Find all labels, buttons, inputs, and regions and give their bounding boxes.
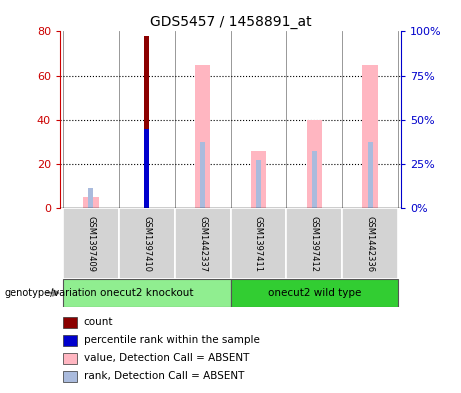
Text: rank, Detection Call = ABSENT: rank, Detection Call = ABSENT — [84, 371, 244, 382]
Text: GSM1442337: GSM1442337 — [198, 216, 207, 272]
Text: value, Detection Call = ABSENT: value, Detection Call = ABSENT — [84, 353, 249, 364]
Bar — [256, 160, 261, 208]
Bar — [362, 64, 378, 208]
Bar — [195, 64, 210, 208]
Bar — [367, 142, 373, 208]
Text: onecut2 knockout: onecut2 knockout — [100, 288, 193, 298]
Text: GSM1442336: GSM1442336 — [366, 216, 375, 272]
Bar — [286, 208, 343, 279]
Text: GSM1397409: GSM1397409 — [86, 216, 95, 272]
Bar — [230, 279, 398, 307]
Text: count: count — [84, 317, 113, 327]
Bar — [200, 142, 205, 208]
Bar — [88, 188, 94, 208]
Bar — [63, 208, 118, 279]
Bar — [63, 317, 77, 328]
Bar — [63, 335, 77, 346]
Bar — [63, 279, 230, 307]
Text: GSM1397410: GSM1397410 — [142, 216, 151, 272]
Bar — [251, 151, 266, 208]
Text: genotype/variation: genotype/variation — [5, 288, 97, 298]
Bar — [175, 208, 230, 279]
Bar — [63, 371, 77, 382]
Bar — [83, 197, 99, 208]
Bar — [144, 129, 149, 208]
Bar — [307, 120, 322, 208]
Text: GSM1397412: GSM1397412 — [310, 216, 319, 272]
Text: onecut2 wild type: onecut2 wild type — [268, 288, 361, 298]
Bar — [118, 208, 175, 279]
Text: GSM1397411: GSM1397411 — [254, 216, 263, 272]
Text: percentile rank within the sample: percentile rank within the sample — [84, 335, 260, 345]
Bar — [230, 208, 286, 279]
Bar — [343, 208, 398, 279]
Title: GDS5457 / 1458891_at: GDS5457 / 1458891_at — [150, 15, 311, 29]
Bar — [144, 36, 149, 208]
Bar — [63, 353, 77, 364]
Bar — [312, 151, 317, 208]
